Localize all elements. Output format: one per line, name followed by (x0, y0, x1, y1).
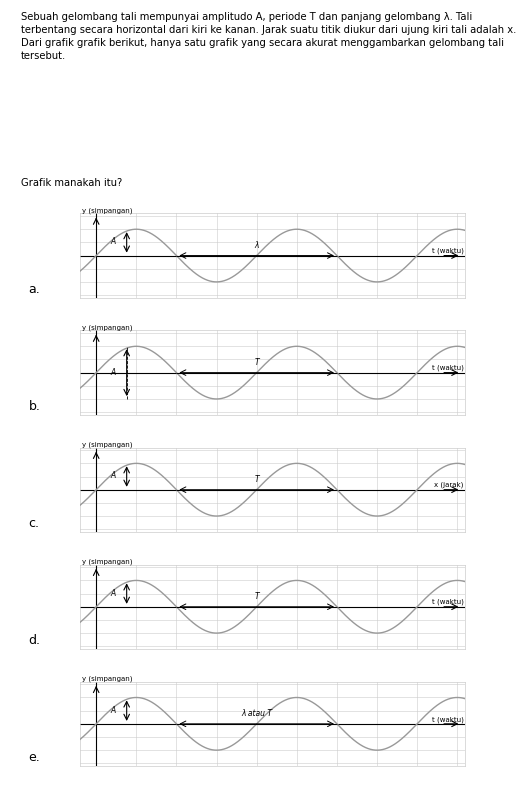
Text: y (simpangan): y (simpangan) (82, 441, 132, 448)
Text: y (simpangan): y (simpangan) (82, 676, 132, 682)
Text: a.: a. (28, 283, 40, 296)
Text: A: A (111, 471, 116, 480)
Text: c.: c. (28, 517, 39, 530)
Text: T: T (254, 475, 259, 484)
Text: A: A (111, 706, 116, 714)
Text: T: T (254, 358, 259, 367)
Text: y (simpangan): y (simpangan) (82, 558, 132, 565)
Text: A: A (111, 368, 116, 377)
Text: t (waktu): t (waktu) (432, 365, 464, 371)
Text: t (waktu): t (waktu) (432, 716, 464, 722)
Text: λ atau T: λ atau T (241, 709, 272, 718)
Text: y (simpangan): y (simpangan) (82, 207, 132, 214)
Text: t (waktu): t (waktu) (432, 248, 464, 254)
Text: e.: e. (28, 751, 40, 764)
Text: Sebuah gelombang tali mempunyai amplitudo A, periode T dan panjang gelombang λ. : Sebuah gelombang tali mempunyai amplitud… (21, 12, 516, 62)
Text: y (simpangan): y (simpangan) (82, 324, 132, 331)
Text: T: T (254, 592, 259, 601)
Text: t (waktu): t (waktu) (432, 599, 464, 605)
Text: x (jarak): x (jarak) (434, 482, 464, 488)
Text: Grafik manakah itu?: Grafik manakah itu? (21, 178, 122, 188)
Text: d.: d. (28, 634, 40, 647)
Text: λ: λ (254, 240, 259, 250)
Text: b.: b. (28, 400, 40, 413)
Text: A: A (111, 589, 116, 597)
Text: A: A (111, 237, 116, 246)
